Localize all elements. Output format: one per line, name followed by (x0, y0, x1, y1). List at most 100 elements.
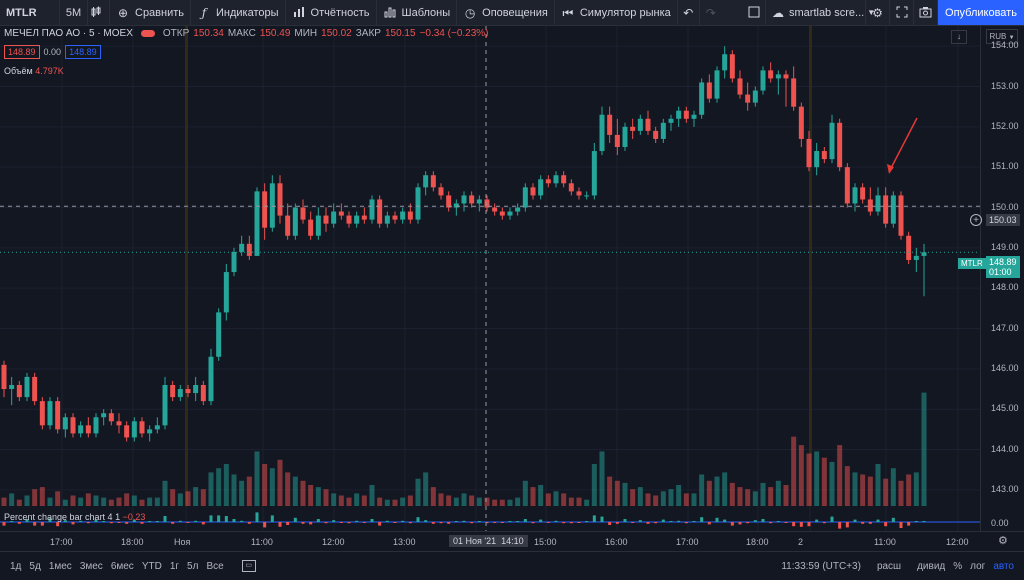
templates-button[interactable]: Шаблоны (377, 0, 458, 25)
volume-bar (691, 493, 697, 506)
auto-button[interactable]: авто (993, 560, 1014, 572)
symbol-search-button[interactable]: MTLR (0, 0, 60, 25)
candle-body (699, 82, 705, 115)
multi-layout-button[interactable] (742, 0, 766, 25)
time-tick-label: 17:00 (50, 537, 73, 547)
replay-button[interactable]: ⏮ Симулятор рынка (555, 0, 678, 25)
candle-body (70, 417, 76, 434)
function-icon: ƒ (201, 5, 207, 20)
volume-bar (453, 497, 459, 506)
bid-box[interactable]: 148.89 (4, 45, 40, 59)
currency-button[interactable]: RUB ▼ (986, 29, 1018, 44)
candle-body (645, 118, 651, 131)
visibility-toggle[interactable] (140, 30, 155, 37)
publish-button[interactable]: Опубликовать (938, 0, 1024, 25)
goto-date-button[interactable]: ▭ (241, 560, 256, 572)
fullscreen-icon (896, 6, 908, 20)
range-button[interactable]: 5д (29, 560, 41, 572)
price-axis[interactable] (980, 26, 1024, 531)
candle-body (691, 114, 697, 119)
indicators-button[interactable]: ƒ Индикаторы (191, 0, 286, 25)
candle-body (415, 187, 421, 220)
candle-body (208, 356, 214, 402)
candle-body (277, 183, 283, 216)
indicator-bar (17, 522, 21, 524)
volume-bar (147, 497, 153, 506)
candle-body (775, 74, 781, 79)
chart-type-button[interactable] (88, 0, 110, 25)
candle-body (423, 175, 429, 188)
reports-button[interactable]: Отчётность (286, 0, 377, 25)
indicators-label: Индикаторы (216, 6, 279, 19)
range-button[interactable]: 1д (10, 560, 22, 572)
candle-body (630, 126, 636, 131)
range-button[interactable]: 6мес (110, 560, 134, 572)
interval-button[interactable]: 5М (60, 0, 88, 25)
indicator-bar (178, 520, 182, 522)
open-label: ОТКР (162, 28, 190, 39)
volume-bar (193, 487, 199, 506)
log-button[interactable]: лог (970, 560, 986, 572)
scale-menu-button[interactable]: ↓ (951, 30, 967, 44)
range-button[interactable]: 5л (187, 560, 199, 572)
range-button[interactable]: 1г (169, 560, 180, 572)
indicator-bar (125, 522, 129, 524)
candle-body (377, 199, 383, 224)
session-button[interactable]: расш (876, 560, 902, 572)
alerts-button[interactable]: ◷ Оповещения (457, 0, 555, 25)
high-value: 150.49 (259, 28, 291, 39)
candle-body (285, 215, 291, 236)
price-tick-label: 149.00 (991, 241, 1019, 252)
candle-body (124, 425, 130, 438)
indicator-bar (355, 520, 359, 522)
indicator-bar (769, 522, 773, 524)
add-alert-icon[interactable]: + (970, 214, 982, 226)
volume-bar (269, 468, 275, 506)
indicator-bar (109, 522, 113, 524)
undo-button[interactable]: ↶ (678, 0, 700, 25)
candle-body (745, 94, 751, 103)
candle-body (515, 207, 521, 212)
volume-bar (775, 480, 781, 506)
candle-body (154, 425, 160, 430)
indicator-bar (807, 522, 811, 527)
candle-body (446, 195, 452, 208)
volume-bar (860, 474, 866, 506)
arrow-down-icon: ↓ (957, 32, 961, 41)
fullscreen-button[interactable] (890, 0, 914, 25)
indicator-bar (493, 522, 497, 523)
indicator-bar (401, 520, 405, 522)
volume-bar (791, 436, 797, 506)
compare-button[interactable]: ⊕ Сравнить (110, 0, 192, 25)
candle-body (407, 211, 413, 220)
indicator-bar (838, 522, 842, 529)
gear-icon: ⚙ (872, 5, 883, 20)
indicator-bar (393, 522, 397, 523)
range-button[interactable]: 1мес (48, 560, 72, 572)
axis-settings-button[interactable]: ⚙ (998, 534, 1008, 547)
price-chart[interactable] (0, 26, 980, 531)
range-button[interactable]: YTD (141, 560, 162, 572)
percent-button[interactable]: % (953, 560, 963, 572)
indicator-bar (71, 522, 75, 525)
indicator-bar (48, 518, 52, 522)
volume-bar (837, 445, 843, 506)
candle-body (867, 199, 873, 212)
ask-box[interactable]: 148.89 (65, 45, 101, 59)
candle-body (9, 384, 15, 390)
redo-button[interactable]: ↷ (700, 0, 722, 25)
dividend-button[interactable]: дивид (917, 560, 946, 572)
range-button[interactable]: Все (206, 560, 224, 572)
chart-legend: МЕЧЕЛ ПАО АО · 5 · MOEX ОТКР 150.34 МАКС 1… (4, 28, 489, 39)
layout-name-button[interactable]: ☁ smartlab scre... ▼ (766, 0, 875, 25)
indicator-bar (631, 522, 635, 523)
indicator-axis-label: 0.00 (991, 518, 1009, 528)
range-button[interactable]: 3мес (79, 560, 103, 572)
snapshot-button[interactable] (914, 0, 938, 25)
volume-bar (599, 451, 605, 506)
clock[interactable]: 11:33:59 (UTC+3) (781, 560, 861, 572)
volume-bar (16, 499, 22, 506)
settings-button[interactable]: ⚙ (866, 0, 890, 25)
indicator-bar (332, 520, 336, 522)
time-tick-label: 15:00 (534, 537, 557, 547)
